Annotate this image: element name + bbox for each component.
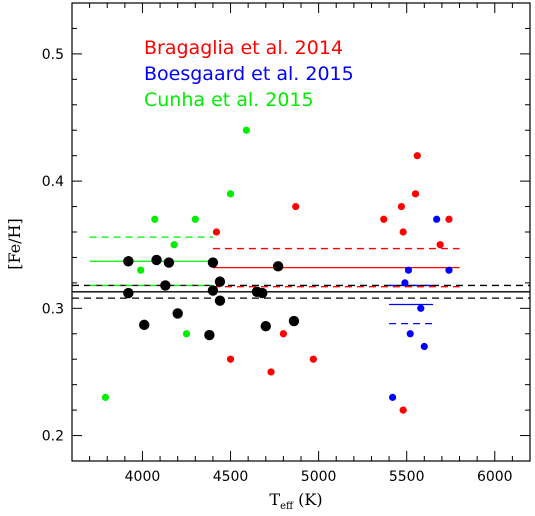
y-tick-label: 0.5 [42,47,64,63]
point-boesgaard [420,342,428,351]
point-bragaglia [309,355,317,363]
point-boesgaard [404,266,413,274]
point-bragaglia [413,152,421,160]
x-tick-label: 6000 [477,469,513,485]
point-bragaglia [399,228,407,236]
point-bragaglia [267,368,275,376]
x-axis-unit: (K) [298,490,322,509]
y-tick-label: 0.3 [42,301,64,317]
point-black [257,287,268,299]
y-tick-label: 0.4 [42,174,64,190]
point-cunha [170,241,178,249]
point-cunha [191,215,199,223]
point-black [163,257,175,268]
x-tick-label: 4500 [213,469,249,485]
x-axis-title: Teff (K) [269,490,322,512]
x-tick-label: 4000 [125,469,161,485]
point-bragaglia [411,190,420,198]
point-cunha [242,126,250,134]
legend-entry-bragaglia: Bragaglia et al. 2014 [144,37,343,59]
point-cunha [226,190,235,198]
point-black [139,319,150,331]
point-cunha [182,330,191,338]
point-black [214,295,226,306]
point-black [272,261,284,272]
y-axis-title: [Fe/H] [5,218,24,270]
point-bragaglia [279,330,287,338]
data-points [101,126,453,414]
x-tick-label: 5000 [301,469,337,485]
axis-ticks [71,2,531,462]
point-cunha [151,215,159,223]
tick-labels: 4000 4500 5000 5500 6000 0.2 0.3 0.4 0.5 [42,47,513,485]
point-boesgaard [401,279,409,287]
point-black [123,256,134,267]
point-bragaglia [212,228,221,236]
point-boesgaard [433,215,441,223]
point-boesgaard [445,266,453,274]
point-black [207,285,219,296]
point-black [151,254,162,266]
point-black [207,257,219,268]
point-bragaglia [436,241,444,249]
x-tick-label: 5500 [389,469,425,485]
point-bragaglia [397,202,406,211]
point-bragaglia [380,215,388,223]
point-boesgaard [417,304,425,312]
plot-frame [71,2,531,462]
point-black [172,308,183,319]
point-bragaglia [292,202,300,211]
point-black [214,276,226,287]
point-black [123,287,134,299]
x-axis-label: T [269,490,280,509]
reference-lines [72,236,530,325]
point-boesgaard [389,393,397,401]
point-cunha [101,393,110,401]
point-boesgaard [406,330,414,338]
point-cunha [137,266,145,274]
point-bragaglia [226,355,235,363]
y-tick-label: 0.2 [42,429,64,445]
point-black [204,329,215,341]
point-black [260,320,271,332]
legend-entry-boesgaard: Boesgaard et al. 2015 [144,63,354,85]
legend: Bragaglia et al. 2014 Boesgaard et al. 2… [144,37,354,111]
point-bragaglia [445,215,453,223]
legend-entry-cunha: Cunha et al. 2015 [144,89,314,111]
x-axis-subscript: eff [280,501,294,512]
point-bragaglia [399,406,407,414]
point-black [288,315,300,327]
point-black [160,280,171,291]
